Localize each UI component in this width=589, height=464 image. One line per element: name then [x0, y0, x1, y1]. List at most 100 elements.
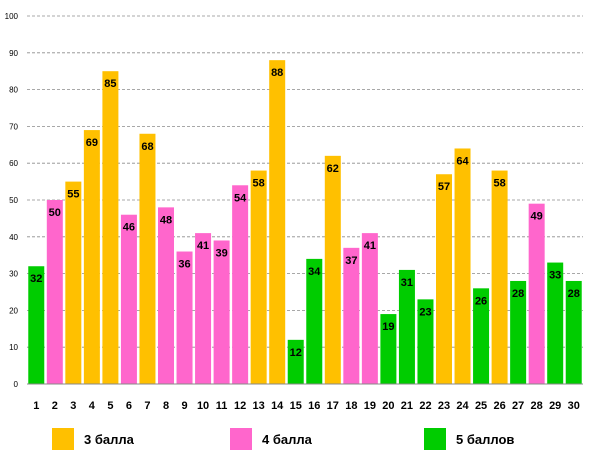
legend-swatch-5 [424, 428, 446, 450]
x-tick-label-15: 15 [290, 400, 302, 412]
bar-14 [269, 60, 286, 384]
x-tick-label-16: 16 [308, 400, 320, 412]
y-tick-label: 50 [9, 196, 18, 205]
x-tick-label-14: 14 [271, 400, 284, 412]
bar-1 [28, 266, 45, 384]
legend-swatch-3 [52, 428, 74, 450]
bar-13 [250, 170, 267, 384]
data-label-27: 28 [512, 288, 524, 300]
x-tick-label-30: 30 [568, 400, 580, 412]
y-tick-label: 20 [9, 306, 18, 315]
data-label-23: 57 [438, 181, 450, 193]
data-label-14: 88 [271, 67, 283, 79]
legend-item-5: 5 баллов [424, 427, 514, 451]
x-tick-label-28: 28 [531, 400, 543, 412]
x-tick-label-21: 21 [401, 400, 413, 412]
x-tick-label-13: 13 [253, 400, 265, 412]
bar-23 [436, 174, 452, 384]
bar-8 [158, 207, 174, 384]
bar-6 [120, 214, 137, 384]
data-label-3: 55 [67, 189, 79, 201]
data-label-2: 50 [49, 207, 61, 219]
x-tick-label-7: 7 [144, 400, 150, 412]
x-tick-label-5: 5 [107, 400, 113, 412]
bar-10 [195, 233, 212, 384]
data-label-29: 33 [549, 270, 561, 282]
y-tick-label: 0 [14, 380, 19, 389]
x-tick-label-18: 18 [345, 400, 357, 412]
bar-3 [65, 181, 82, 384]
bar-9 [176, 251, 193, 384]
bar-19 [361, 233, 378, 384]
data-label-15: 12 [290, 347, 302, 359]
x-tick-label-27: 27 [512, 400, 524, 412]
data-label-24: 64 [456, 155, 469, 167]
y-tick-label: 90 [9, 49, 18, 58]
data-label-1: 32 [30, 273, 42, 285]
bar-18 [343, 247, 360, 384]
x-tick-label-23: 23 [438, 400, 450, 412]
bar-11 [213, 240, 230, 384]
data-label-28: 49 [531, 211, 543, 223]
gridlines [27, 15, 583, 348]
data-label-30: 28 [568, 288, 580, 300]
x-tick-label-20: 20 [382, 400, 394, 412]
x-tick-label-3: 3 [70, 400, 76, 412]
bar-4 [83, 130, 100, 384]
legend-item-4: 4 балла [230, 427, 312, 451]
data-label-18: 37 [345, 255, 357, 267]
bar-15 [287, 339, 304, 384]
bar-5 [102, 71, 119, 384]
y-tick-label: 40 [9, 233, 18, 242]
data-label-26: 58 [493, 178, 505, 190]
data-label-25: 26 [475, 295, 487, 307]
data-label-19: 41 [364, 240, 376, 252]
x-tick-label-26: 26 [493, 400, 505, 412]
legend-label-3: 3 балла [84, 431, 134, 447]
data-labels: 32 50 55 69 85 46 68 48 36 41 39 54 58 88 12 34 62 37 41 19… [30, 67, 580, 359]
bar-17 [324, 155, 341, 384]
y-tick-label: 70 [9, 122, 18, 131]
legend-label-4: 4 балла [262, 431, 312, 447]
data-label-17: 62 [327, 163, 339, 175]
bar-12 [232, 185, 249, 384]
bar-26 [491, 170, 508, 384]
data-label-6: 46 [123, 222, 135, 234]
bar-25 [473, 288, 490, 384]
x-tick-label-10: 10 [197, 400, 209, 412]
x-tick-label-8: 8 [163, 400, 169, 412]
data-label-10: 41 [197, 240, 209, 252]
x-tick-label-4: 4 [89, 400, 96, 412]
x-tick-label-17: 17 [327, 400, 339, 412]
bar-24 [454, 148, 471, 384]
bar-7 [139, 133, 156, 384]
legend-swatch-4 [230, 428, 252, 450]
x-tick-label-12: 12 [234, 400, 246, 412]
x-tick-label-19: 19 [364, 400, 376, 412]
data-label-9: 36 [178, 259, 190, 271]
x-tick-label-22: 22 [419, 400, 431, 412]
data-label-7: 68 [141, 141, 153, 153]
x-tick-label-25: 25 [475, 400, 487, 412]
data-label-21: 31 [401, 277, 413, 289]
x-tick-label-24: 24 [456, 400, 469, 412]
data-label-16: 34 [308, 266, 321, 278]
x-tick-label-2: 2 [52, 400, 58, 412]
data-label-12: 54 [234, 192, 247, 204]
legend-item-3: 3 балла [52, 427, 134, 451]
bar-20 [380, 314, 397, 384]
data-label-20: 19 [382, 321, 394, 333]
bars [28, 60, 582, 384]
y-tick-label: 60 [9, 159, 18, 168]
data-label-4: 69 [86, 137, 98, 149]
legend-label-5: 5 баллов [456, 431, 515, 447]
data-label-11: 39 [215, 247, 227, 259]
bar-16 [306, 258, 323, 384]
bar-29 [547, 262, 564, 384]
y-axis-ticks: 0 10 20 30 40 50 60 70 80 90 100 [5, 12, 19, 389]
bar-28 [528, 203, 545, 384]
x-tick-label-29: 29 [549, 400, 561, 412]
x-tick-label-1: 1 [33, 400, 39, 412]
y-tick-label: 30 [9, 270, 18, 279]
